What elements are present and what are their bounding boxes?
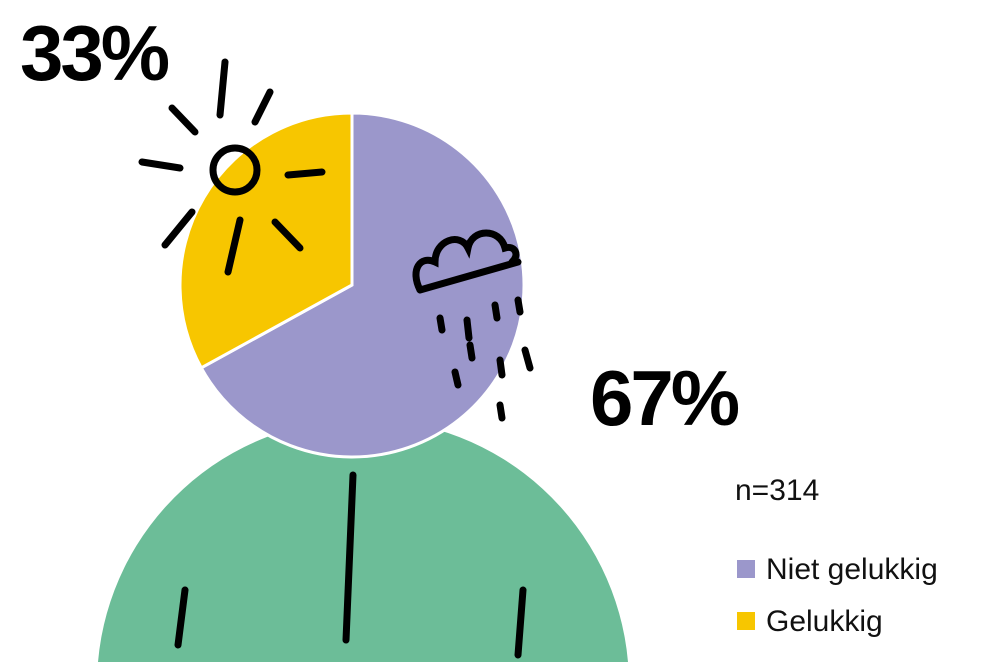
body-line — [514, 586, 527, 659]
value-label: 67% — [590, 354, 739, 442]
legend-swatch — [737, 560, 755, 578]
pie — [178, 111, 526, 459]
legend-label: Niet gelukkig — [766, 553, 938, 586]
body-line — [342, 471, 357, 644]
pie-slice — [178, 111, 354, 370]
legend-label: Gelukkig — [766, 605, 883, 638]
body-shape — [98, 419, 628, 662]
legend: Niet gelukkig Gelukkig — [737, 553, 938, 638]
legend-swatch — [737, 612, 755, 630]
sun-icon — [138, 58, 326, 276]
body-line — [174, 586, 189, 649]
sample-note: n=314 — [735, 474, 819, 507]
value-label: 33% — [20, 9, 169, 97]
rain-icon — [412, 229, 534, 422]
